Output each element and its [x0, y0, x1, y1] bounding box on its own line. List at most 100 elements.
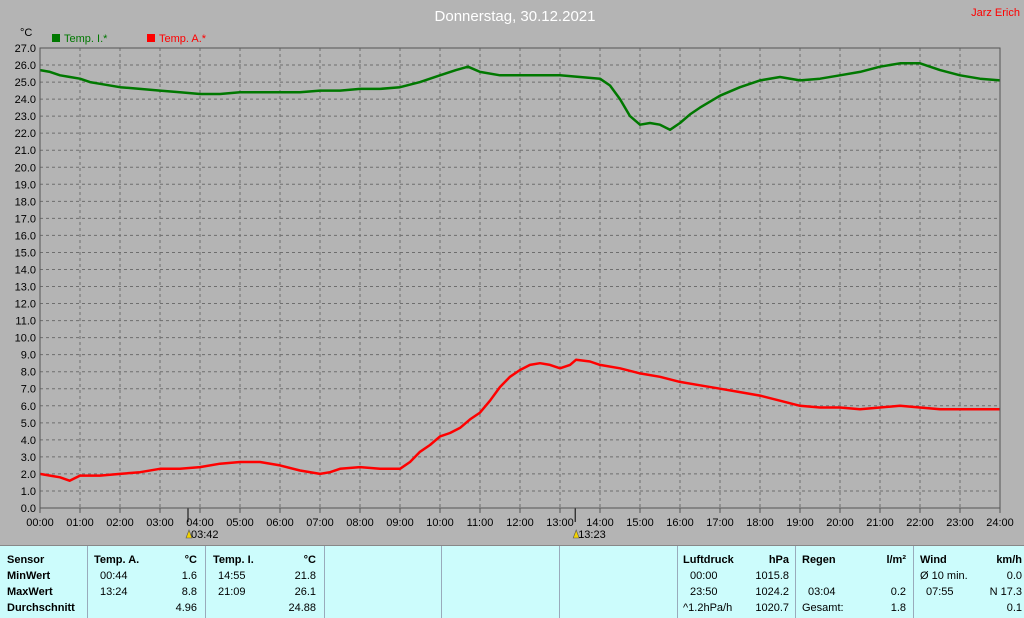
x-tick-label: 15:00: [626, 517, 654, 529]
temp-i-header: Temp. I.: [213, 554, 254, 566]
sunset-icon: [572, 529, 580, 539]
stats-empty-column-2: [442, 546, 560, 618]
y-tick-label: 17.0: [15, 213, 36, 225]
y-tick-label: 0.0: [21, 503, 36, 515]
temp-a-unit: °C: [184, 554, 197, 566]
statistics-panel: Sensor MinWert MaxWert Durchschnitt Temp…: [0, 545, 1024, 618]
stats-sensor-column: Sensor MinWert MaxWert Durchschnitt: [0, 546, 88, 618]
pressure-header: Luftdruck: [683, 554, 734, 566]
y-tick-label: 23.0: [15, 111, 36, 123]
x-tick-label: 21:00: [866, 517, 894, 529]
temp-i-min-value: 21.8: [294, 570, 316, 582]
wind-avg-value: 0.0: [1006, 570, 1022, 582]
x-tick-label: 20:00: [826, 517, 854, 529]
plot-frame: [39, 47, 1001, 509]
legend-swatch-inside: [52, 34, 60, 42]
y-tick-label: 12.0: [15, 299, 36, 311]
temp-i-min-time: 14:55: [218, 570, 246, 582]
x-tick-label: 03:00: [146, 517, 174, 529]
x-tick-label: 02:00: [106, 517, 134, 529]
row-label-min: MinWert: [7, 570, 51, 582]
temp-a-max-time: 13:24: [100, 586, 128, 598]
rain-total-label: Gesamt:: [802, 602, 844, 614]
sun-markers: 03:42 13:23: [185, 508, 606, 541]
x-tick-label: 04:00: [186, 517, 214, 529]
y-axis-unit: °C: [20, 27, 32, 39]
x-tick-label: 06:00: [266, 517, 294, 529]
pressure-max-time: 23:50: [690, 586, 718, 598]
y-tick-label: 8.0: [21, 367, 36, 379]
pressure-min-value: 1015.8: [755, 570, 789, 582]
y-tick-label: 19.0: [15, 179, 36, 191]
pressure-unit: hPa: [768, 554, 789, 566]
stats-temp-i-column: Temp. I. °C 14:55 21.8 21:09 26.1 24.88: [206, 546, 325, 618]
x-tick-label: 08:00: [346, 517, 374, 529]
grid: [40, 48, 1000, 508]
y-axis-ticks: 0.0 1.0 2.0 3.0 4.0 5.0 6.0 7.0 8.0 9.0 10.0 11.0 12…: [15, 43, 36, 515]
x-tick-label: 22:00: [906, 517, 934, 529]
author-label: Jarz Erich: [971, 7, 1020, 19]
y-tick-label: 13.0: [15, 282, 36, 294]
y-tick-label: 16.0: [15, 230, 36, 242]
legend-label-outside: Temp. A.*: [159, 33, 207, 45]
x-tick-label: 01:00: [66, 517, 94, 529]
wind-unit: km/h: [996, 554, 1022, 566]
y-tick-label: 6.0: [21, 401, 36, 413]
x-tick-label: 14:00: [586, 517, 614, 529]
y-tick-label: 27.0: [15, 43, 36, 55]
pressure-max-value: 1024.2: [755, 586, 789, 598]
temp-a-avg-value: 4.96: [175, 602, 197, 614]
y-tick-label: 2.0: [21, 469, 36, 481]
stats-wind-column: Wind km/h Ø 10 min. 0.0 07:55 N 17.3 0.1: [914, 546, 1024, 618]
x-tick-label: 16:00: [666, 517, 694, 529]
stats-empty-column-3: [560, 546, 678, 618]
y-tick-label: 11.0: [15, 316, 36, 328]
y-tick-label: 3.0: [21, 452, 36, 464]
y-tick-label: 9.0: [21, 350, 36, 362]
x-tick-label: 24:00: [986, 517, 1014, 529]
x-axis-ticks: 00:00 01:00 02:00 03:00 04:00 05:00 06:00 07:00…: [26, 508, 1014, 529]
y-tick-label: 7.0: [21, 384, 36, 396]
x-tick-label: 19:00: [786, 517, 814, 529]
legend-label-inside: Temp. I.*: [64, 33, 108, 45]
y-tick-label: 4.0: [21, 435, 36, 447]
rain-total-value: 1.8: [890, 602, 906, 614]
x-tick-label: 17:00: [706, 517, 734, 529]
sun-marker-label: 13:23: [578, 529, 606, 541]
wind-max-value: N 17.3: [989, 586, 1022, 598]
stats-pressure-column: Luftdruck hPa 00:00 1015.8 23:50 1024.2 …: [678, 546, 796, 618]
y-tick-label: 14.0: [15, 264, 36, 276]
rain-unit: l/m²: [886, 554, 906, 566]
series-line: [39, 358, 1000, 482]
x-tick-label: 13:00: [546, 517, 574, 529]
y-tick-label: 18.0: [15, 196, 36, 208]
wind-max-time: 07:55: [926, 586, 954, 598]
x-tick-label: 11:00: [467, 517, 494, 529]
y-tick-label: 1.0: [21, 486, 36, 498]
x-tick-label: 00:00: [26, 517, 54, 529]
x-tick-label: 09:00: [386, 517, 414, 529]
legend-swatch-outside: [147, 34, 155, 42]
rain-max-value: 0.2: [890, 586, 906, 598]
sunrise-icon: [185, 529, 193, 539]
rain-max-time: 03:04: [808, 586, 836, 598]
x-tick-label: 12:00: [506, 517, 534, 529]
x-tick-label: 23:00: [946, 517, 974, 529]
x-tick-label: 10:00: [426, 517, 454, 529]
sun-glyph: [185, 529, 193, 539]
sun-glyph: [572, 529, 580, 539]
pressure-trend-value: 1020.7: [755, 602, 789, 614]
chart-title: Donnerstag, 30.12.2021: [435, 8, 596, 25]
pressure-min-time: 00:00: [690, 570, 718, 582]
stats-rain-column: Regen l/m² 03:04 0.2 Gesamt: 1.8: [796, 546, 914, 618]
x-tick-label: 07:00: [306, 517, 334, 529]
sun-marker-label: 03:42: [191, 529, 219, 541]
rain-header: Regen: [802, 554, 836, 566]
temp-i-max-time: 21:09: [218, 586, 246, 598]
x-tick-label: 05:00: [226, 517, 254, 529]
temp-a-max-value: 8.8: [181, 586, 197, 598]
series-line: [39, 62, 1001, 132]
x-tick-label: 18:00: [746, 517, 774, 529]
temperature-chart: Donnerstag, 30.12.2021 Jarz Erich °C Tem…: [15, 7, 1020, 541]
temp-a-min-time: 00:44: [100, 570, 128, 582]
